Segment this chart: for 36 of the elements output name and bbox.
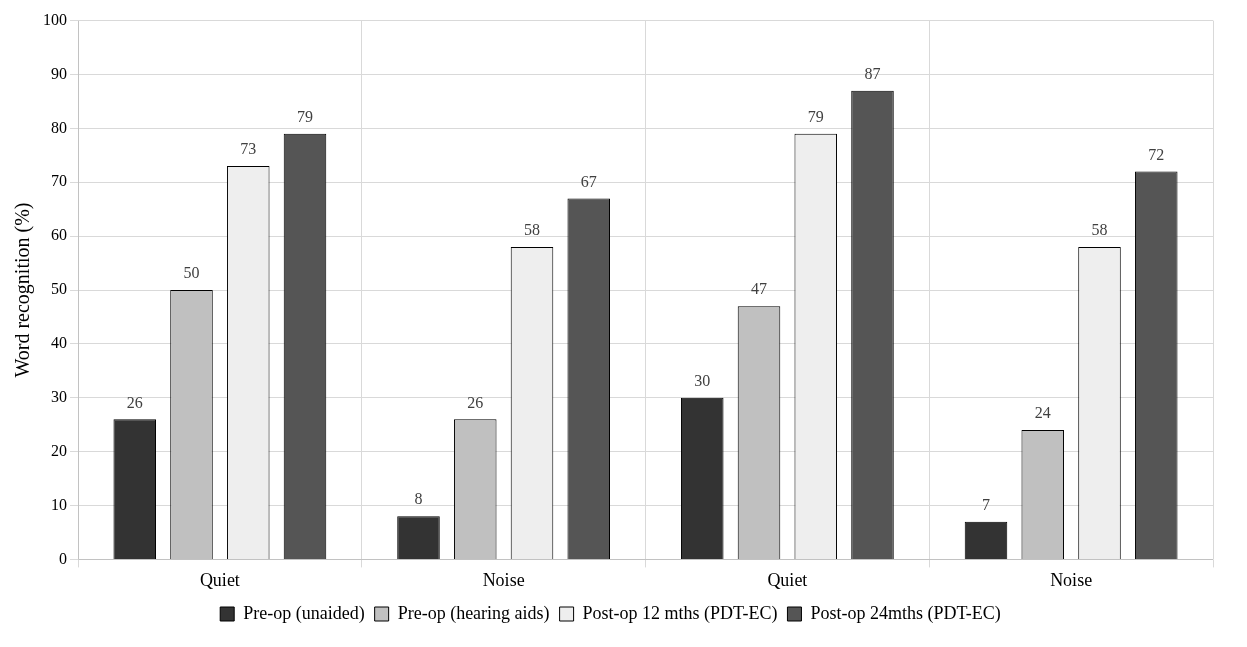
y-tick-label: 30 (51, 387, 67, 405)
data-label: 26 (467, 393, 484, 411)
y-tick-label: 60 (51, 226, 67, 244)
y-tick-label: 70 (51, 172, 67, 190)
data-label: 24 (1034, 404, 1051, 422)
data-label: 8 (414, 490, 423, 508)
data-label: 58 (1091, 221, 1108, 239)
x-tick-label: Noise (1050, 569, 1093, 590)
x-tick-label: Quiet (767, 569, 808, 590)
x-tick-label: Noise (482, 569, 525, 590)
data-label: 73 (240, 140, 257, 158)
data-label: 79 (297, 107, 313, 125)
y-tick-label: 50 (51, 280, 67, 298)
y-tick-label: 100 (43, 10, 67, 28)
data-label: 67 (580, 172, 597, 190)
data-label: 7 (982, 495, 990, 513)
y-tick-label: 80 (51, 118, 67, 136)
y-tick-label: 40 (51, 334, 67, 352)
legend-label: Post-op 12 mths (PDT-EC) (582, 602, 778, 624)
legend-label: Pre-op (unaided) (243, 602, 365, 624)
data-label: 58 (524, 221, 540, 239)
data-label: 87 (864, 64, 881, 82)
legend-label: Pre-op (hearing aids) (397, 602, 550, 624)
data-label: 26 (126, 393, 143, 411)
data-label: 72 (1148, 145, 1165, 163)
data-label: 47 (751, 280, 767, 298)
data-label: 50 (183, 264, 200, 282)
x-tick-label: Quiet (199, 569, 240, 590)
y-axis-title: Word recognition (%) (11, 202, 35, 378)
y-tick-label: 0 (59, 549, 67, 567)
y-tick-label: 10 (51, 495, 67, 513)
data-label: 30 (694, 371, 711, 389)
legend-label: Post-op 24mths (PDT-EC) (810, 602, 1001, 624)
data-label: 79 (807, 107, 824, 125)
y-tick-label: 20 (51, 441, 67, 459)
y-tick-label: 90 (51, 64, 67, 82)
